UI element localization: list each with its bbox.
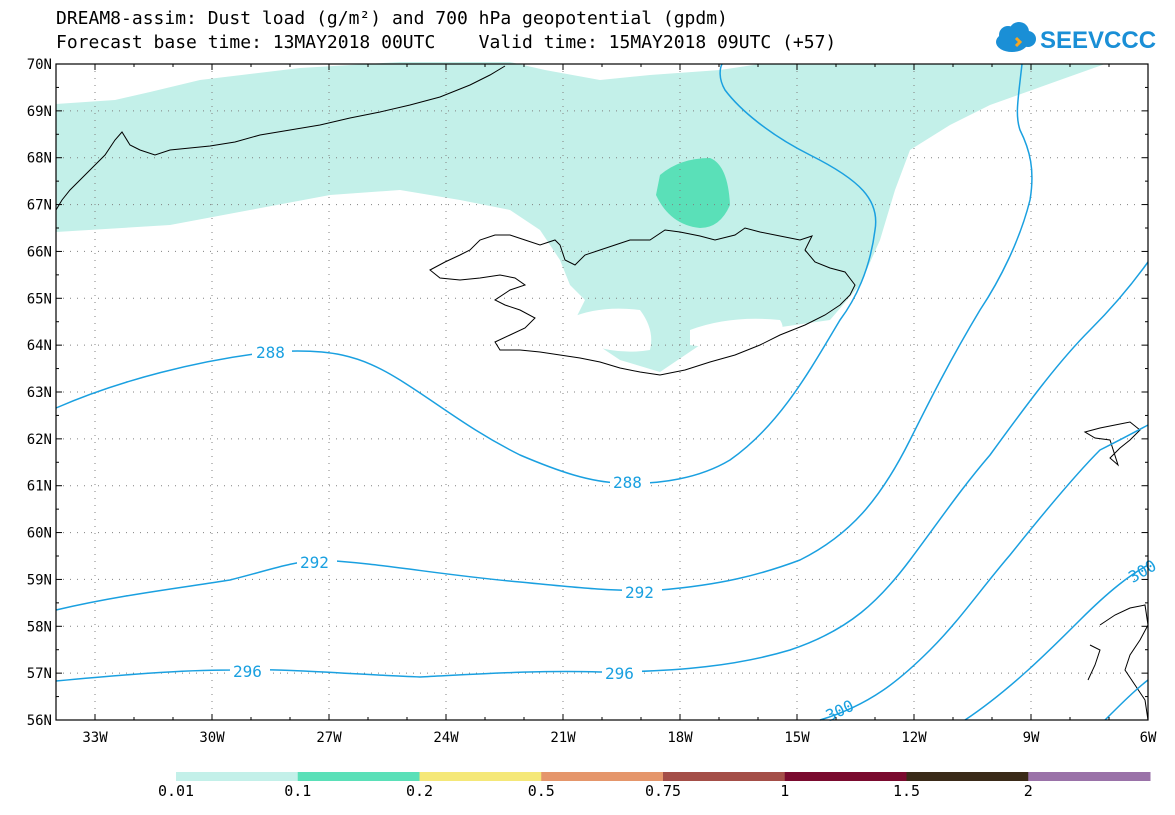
- greenland-coastline: [55, 65, 506, 211]
- graticule: [56, 64, 1148, 720]
- colorbar-label: 1.5: [892, 782, 921, 800]
- faroe-islands-coastline: [1083, 421, 1141, 467]
- contour-label: 300: [1125, 556, 1160, 587]
- longitude-label: 24W: [433, 730, 459, 746]
- contour-288: [55, 63, 877, 485]
- longitude-label: 15W: [784, 730, 810, 746]
- dust-area-medium: [656, 158, 730, 228]
- latitude-label: 66N: [27, 244, 52, 260]
- longitude-label: 21W: [550, 730, 576, 746]
- dust-clear-sw-iceland: [570, 308, 652, 352]
- colorbar-swatch: [419, 772, 542, 781]
- colorbar-label: 0.2: [405, 782, 434, 800]
- latitude-label: 60N: [27, 526, 52, 542]
- colorbar-label: 0.5: [527, 782, 555, 800]
- longitude-label: 30W: [199, 730, 225, 746]
- axis-ticks: [56, 63, 1149, 721]
- colorbar: [176, 772, 1151, 781]
- latitude-label: 62N: [27, 432, 52, 448]
- contour-300: [819, 424, 1149, 721]
- colorbar-label: 0.1: [284, 782, 312, 800]
- latitude-labels: 70N 69N 68N 67N 66N 65N 64N 63N 62N 61N 60N 59N 58N 5…: [27, 57, 52, 729]
- colorbar-swatch: [176, 772, 299, 781]
- colorbar-label: 0.75: [644, 782, 682, 800]
- longitude-label: 12W: [901, 730, 927, 746]
- longitude-label: 9W: [1023, 730, 1040, 746]
- colorbar-label: 2: [1023, 782, 1033, 800]
- iceland-coastline: [429, 227, 856, 376]
- contour-label: 296: [605, 664, 634, 683]
- colorbar-swatch: [541, 772, 664, 781]
- contour-label: 292: [300, 553, 329, 572]
- longitude-label: 27W: [316, 730, 342, 746]
- latitude-label: 68N: [27, 151, 52, 167]
- latitude-label: 70N: [27, 57, 52, 73]
- longitude-label: 6W: [1140, 730, 1157, 746]
- longitude-labels: 33W 30W 27W 24W 21W 18W 15W 12W 9W 6W: [82, 730, 1157, 746]
- contour-label: 296: [233, 662, 262, 681]
- colorbar-swatch: [906, 772, 1029, 781]
- dust-shading: [56, 62, 1105, 372]
- latitude-label: 69N: [27, 104, 52, 120]
- colorbar-swatch: [784, 772, 907, 781]
- latitude-label: 58N: [27, 619, 52, 635]
- dust-clear-w-iceland: [505, 255, 540, 272]
- latitude-label: 61N: [27, 479, 52, 495]
- latitude-label: 59N: [27, 572, 52, 588]
- colorbar-label: 1: [780, 782, 790, 800]
- seevccc-logo: SEEVCCC: [996, 22, 1156, 54]
- dust-area-low: [56, 62, 1105, 372]
- colorbar-swatch: [297, 772, 420, 781]
- contour-label: 300: [823, 696, 857, 725]
- contour-label: 288: [256, 343, 285, 362]
- cloud-icon: [996, 22, 1036, 52]
- contour-304: [1104, 679, 1149, 721]
- colorbar-label: 0.01: [157, 782, 195, 800]
- contour-label: 292: [625, 583, 654, 602]
- latitude-label: 67N: [27, 198, 52, 214]
- scotland-coastline: [1087, 604, 1149, 721]
- map-title-line1: DREAM8-assim: Dust load (g/m²) and 700 h…: [56, 8, 728, 29]
- map-title-line2: Forecast base time: 13MAY2018 00UTC Vali…: [56, 32, 837, 53]
- latitude-label: 65N: [27, 291, 52, 307]
- logo-text: SEEVCCC: [1040, 27, 1156, 54]
- longitude-label: 18W: [667, 730, 693, 746]
- longitude-label: 33W: [82, 730, 108, 746]
- latitude-label: 56N: [27, 713, 52, 729]
- colorbar-swatch: [663, 772, 786, 781]
- contour-label: 288: [613, 473, 642, 492]
- latitude-label: 63N: [27, 385, 52, 401]
- contour-300-south: [964, 564, 1149, 721]
- colorbar-swatch: [1028, 772, 1151, 781]
- latitude-label: 64N: [27, 338, 52, 354]
- contour-292: [55, 63, 1033, 611]
- dust-clear-se-iceland: [690, 318, 783, 347]
- coastlines: [55, 65, 1149, 721]
- latitude-label: 57N: [27, 666, 52, 682]
